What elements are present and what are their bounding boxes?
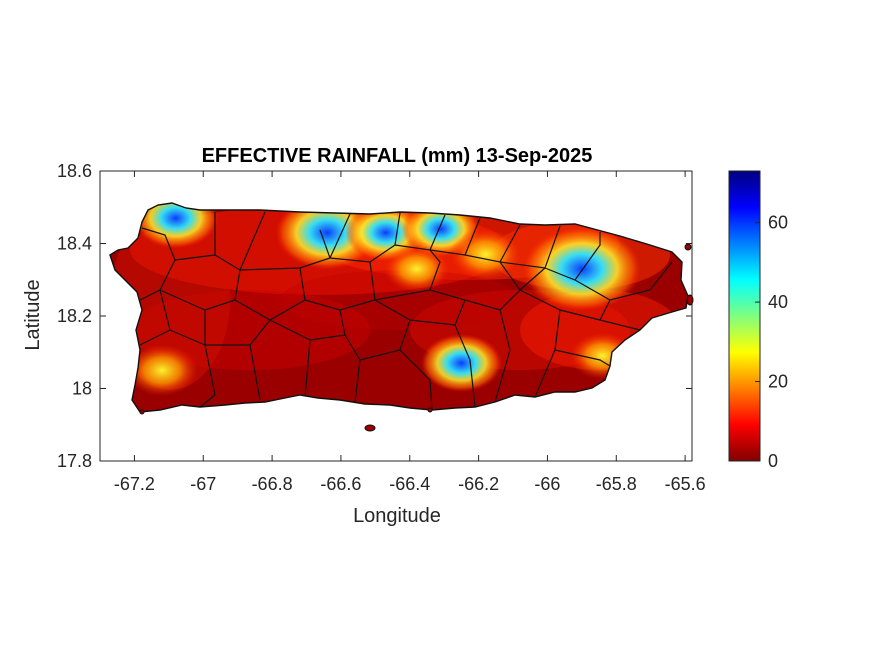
y-tick-label: 17.8 (57, 451, 92, 471)
rain-band (280, 270, 520, 330)
islet (684, 243, 692, 251)
municipality-boundary (399, 349, 433, 411)
colorbar-ticks: 0 20 40 60 (755, 213, 788, 471)
municipality-boundary (329, 212, 401, 263)
municipality-boundary (239, 213, 351, 271)
island-outline (109, 202, 689, 413)
municipality-boundary (464, 261, 521, 311)
y-tick-label: 18.4 (57, 234, 92, 254)
municipality-boundary (199, 344, 216, 408)
colorbar-tick-label: 60 (768, 213, 788, 233)
municipality-boundary (304, 261, 376, 311)
colorbar-tick-label: 40 (768, 292, 788, 312)
colorbar-tick-label: 0 (768, 451, 778, 471)
islet (139, 409, 145, 415)
x-tick-label: -67 (190, 474, 216, 494)
municipality-boundary (239, 211, 266, 271)
municipality-boundary (544, 232, 601, 281)
x-tick-label: -66.8 (252, 474, 293, 494)
rainfall-map-layer (109, 202, 694, 432)
islet (427, 407, 433, 413)
municipality-boundary (429, 249, 441, 291)
y-tick-label: 18 (72, 379, 92, 399)
municipality-boundary (454, 324, 476, 408)
x-tick-label: -66.2 (458, 474, 499, 494)
y-tick-label: 18.6 (57, 161, 92, 181)
colorbar-tick-label: 20 (768, 372, 788, 392)
rainfall-hotspot (420, 334, 502, 393)
y-tick-label: 18.2 (57, 306, 92, 326)
x-axis-ticks: -67.2 -67 -66.8 -66.6 -66.4 -66.2 -66 -65.8 -65.… (114, 171, 706, 494)
municipality-boundary (159, 254, 241, 311)
x-tick-label: -66.4 (389, 474, 430, 494)
chart-title: EFFECTIVE RAINFALL (mm) 13-Sep-2025 (202, 145, 593, 167)
municipality-boundary (494, 309, 511, 403)
municipality-boundary (519, 289, 561, 398)
municipality-boundary (249, 344, 261, 401)
x-tick-label: -67.2 (114, 474, 155, 494)
y-axis-label: Latitude (22, 279, 44, 350)
municipality-boundary (234, 267, 306, 321)
colorbar (728, 170, 761, 462)
rainfall-hotspot (383, 245, 450, 293)
municipality-boundary (319, 229, 331, 259)
x-tick-label: -66.6 (320, 474, 361, 494)
municipality-boundary (519, 267, 546, 291)
x-axis-label: Longitude (353, 505, 441, 527)
municipality-boundary (554, 349, 611, 367)
rainfall-hotspot (133, 203, 219, 249)
x-tick-label: -66 (534, 474, 560, 494)
y-axis-ticks: 17.8 18 18.2 18.4 18.6 (57, 161, 692, 471)
municipality-boundary (574, 261, 673, 301)
x-tick-label: -65.8 (596, 474, 637, 494)
municipality-boundary (359, 299, 411, 361)
rainfall-hotspot (522, 226, 642, 312)
islet (686, 294, 694, 306)
x-tick-label: -65.6 (665, 474, 706, 494)
municipality-boundary (599, 319, 641, 331)
rainfall-hotspot (125, 344, 199, 397)
islet (364, 424, 376, 432)
